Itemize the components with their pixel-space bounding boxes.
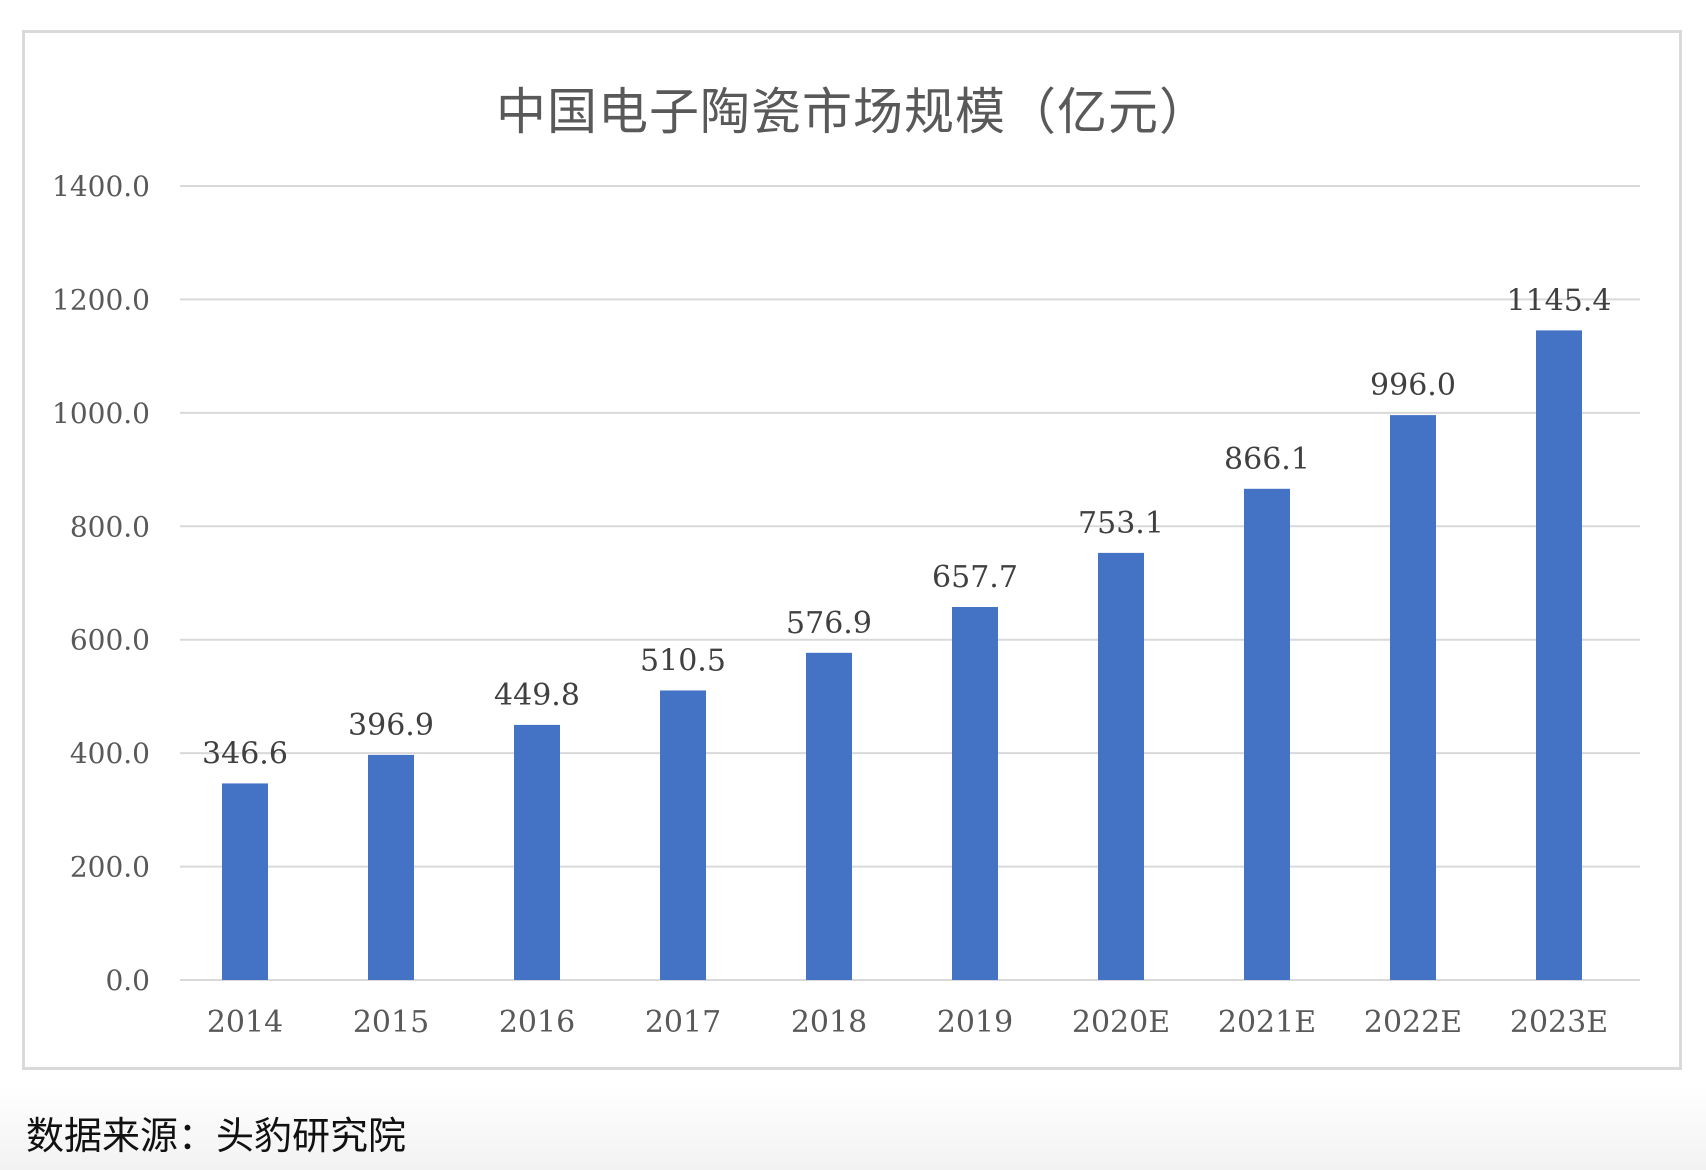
data-label-2019: 657.7 — [932, 560, 1018, 595]
chart-title: 中国电子陶瓷市场规模（亿元） — [496, 83, 1210, 141]
x-tick-label-2023E: 2023E — [1510, 1005, 1608, 1040]
bar-2019 — [952, 606, 998, 980]
bar-2023E — [1536, 330, 1582, 981]
data-label-2015: 396.9 — [348, 708, 434, 743]
data-label-2014: 346.6 — [202, 736, 288, 771]
x-tick-label-2021E: 2021E — [1218, 1005, 1316, 1040]
bar-2014 — [222, 783, 268, 980]
bar-2015 — [368, 754, 414, 980]
bar-2022E — [1390, 415, 1436, 980]
data-label-2018: 576.9 — [786, 606, 872, 641]
y-tick-label-7: 1400.0 — [52, 170, 150, 203]
y-tick-label-0: 0.0 — [105, 964, 150, 997]
data-label-2016: 449.8 — [494, 678, 580, 713]
y-tick-label-2: 400.0 — [70, 737, 150, 770]
x-tick-label-2019: 2019 — [937, 1005, 1013, 1040]
bar-2021E — [1244, 488, 1290, 980]
bar-chart: 0.0 200.0 400.0 600.0 800.0 1000.0 1200.0 1400.… — [52, 170, 1640, 1040]
data-label-2023E: 1145.4 — [1507, 283, 1612, 318]
x-tick-label-2022E: 2022E — [1364, 1005, 1462, 1040]
bar-2018 — [806, 652, 852, 980]
data-label-2022E: 996.0 — [1370, 368, 1456, 403]
y-tick-label-5: 1000.0 — [52, 397, 150, 430]
bar-2017 — [660, 690, 706, 980]
x-tick-label-2014: 2014 — [207, 1005, 283, 1040]
y-tick-label-6: 1200.0 — [52, 283, 150, 316]
data-label-2020E: 753.1 — [1078, 506, 1164, 541]
x-tick-label-2016: 2016 — [499, 1005, 575, 1040]
x-tick-label-2020E: 2020E — [1072, 1005, 1170, 1040]
y-tick-label-4: 800.0 — [70, 510, 150, 543]
source-strip — [0, 1085, 1706, 1170]
y-tick-label-3: 600.0 — [70, 624, 150, 657]
x-tick-label-2017: 2017 — [645, 1005, 721, 1040]
data-label-2021E: 866.1 — [1224, 442, 1310, 477]
y-tick-label-1: 200.0 — [70, 851, 150, 884]
x-tick-label-2015: 2015 — [353, 1005, 429, 1040]
bar-2016 — [514, 724, 560, 980]
data-label-2017: 510.5 — [640, 643, 726, 678]
x-tick-label-2018: 2018 — [791, 1005, 867, 1040]
bar-2020E — [1098, 552, 1144, 980]
source-note: 数据来源：头豹研究院 — [26, 1114, 407, 1158]
